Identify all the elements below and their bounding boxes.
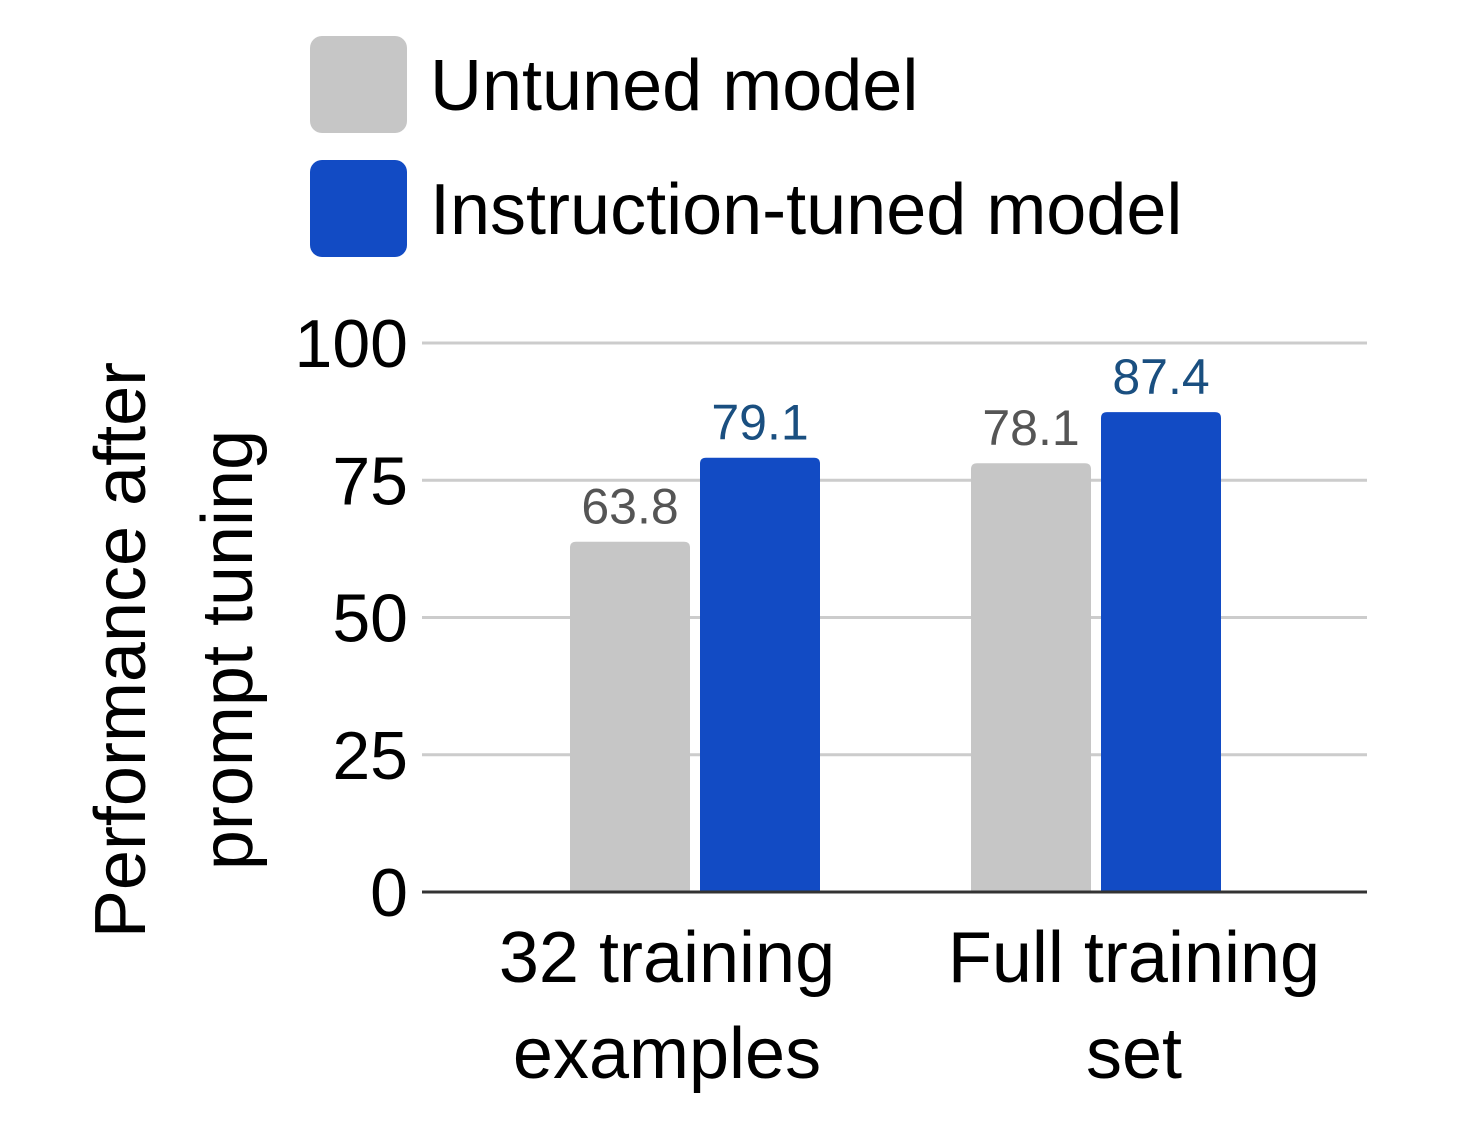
y-axis-title-line: prompt tuning bbox=[188, 430, 268, 870]
y-axis-label: Performance after prompt tuning bbox=[81, 362, 268, 938]
legend-swatch bbox=[310, 160, 407, 257]
data-label: 79.1 bbox=[711, 395, 808, 451]
bars bbox=[570, 412, 1221, 892]
bar bbox=[700, 457, 820, 892]
data-labels: 63.8 78.1 79.1 87.4 bbox=[581, 349, 1209, 535]
y-tick-label: 25 bbox=[332, 718, 408, 794]
data-label: 78.1 bbox=[982, 400, 1079, 456]
gridlines bbox=[422, 341, 1367, 757]
x-tick-label-line: set bbox=[1086, 1014, 1182, 1094]
bar bbox=[1101, 412, 1221, 892]
x-tick-label-line: Full training bbox=[948, 918, 1320, 998]
y-axis-title: Performance after prompt tuning bbox=[81, 362, 268, 938]
data-label: 87.4 bbox=[1112, 349, 1209, 405]
x-axis-ticks: 32 training examples Full training set bbox=[499, 918, 1320, 1094]
legend-label: Untuned model bbox=[430, 46, 918, 126]
x-tick-label-line: 32 training bbox=[499, 918, 835, 998]
y-tick-label: 100 bbox=[295, 306, 408, 382]
x-tick-label-line: examples bbox=[513, 1014, 821, 1094]
bar bbox=[570, 541, 690, 892]
x-tick-label: Full training set bbox=[948, 918, 1320, 1094]
y-tick-label: 0 bbox=[370, 855, 408, 931]
legend: Untuned model Instruction-tuned model bbox=[310, 36, 1182, 257]
y-axis-ticks: 0 25 50 75 100 bbox=[295, 306, 408, 931]
y-tick-label: 75 bbox=[332, 443, 408, 519]
legend-swatch bbox=[310, 36, 407, 133]
data-label: 63.8 bbox=[581, 479, 678, 535]
y-tick-label: 50 bbox=[332, 581, 408, 657]
legend-label: Instruction-tuned model bbox=[430, 170, 1182, 250]
x-tick-label: 32 training examples bbox=[499, 918, 835, 1094]
y-axis-title-line: Performance after bbox=[81, 362, 161, 938]
bar bbox=[971, 463, 1091, 892]
